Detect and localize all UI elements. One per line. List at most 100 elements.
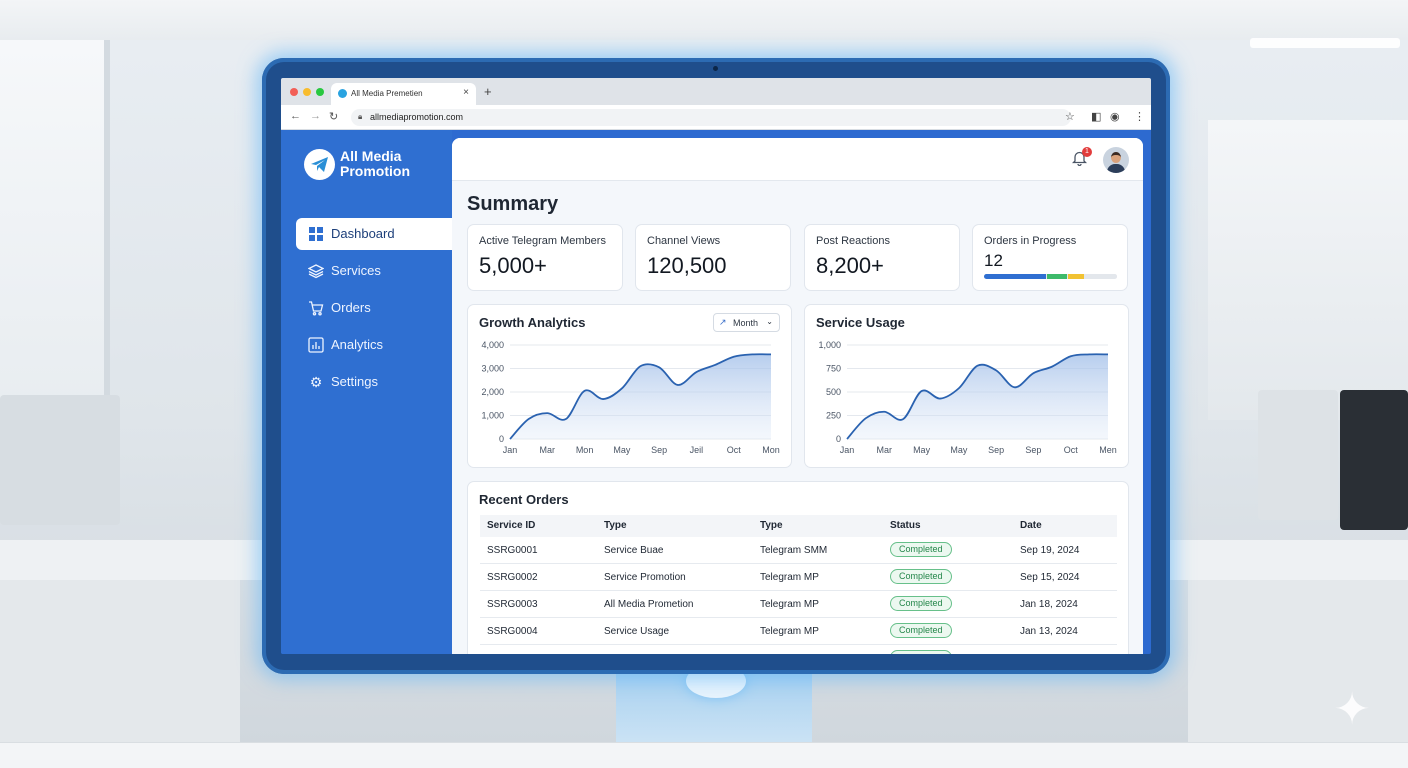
sidebar-item-settings[interactable]: ⚙ Settings [296,366,452,398]
browser-tab[interactable]: All Media Premetien × [331,83,476,105]
back-icon[interactable]: ← [290,110,301,122]
background-window [1208,120,1408,420]
background-cabinet [0,580,240,768]
notification-badge: 1 [1082,147,1092,157]
sidebar-item-dashboard[interactable]: Dashboard [296,218,452,250]
x-tick-label: Jan [503,445,518,455]
table-row[interactable]: SSRG0003 All Media Prometion Telegram MP… [480,591,1117,618]
chevron-down-icon: ⌄ [766,317,773,326]
recent-orders-card: Recent Orders Service ID Type Type Statu… [467,481,1129,654]
cell-type: Telegram MP [760,626,819,637]
series-area [847,354,1108,439]
status-badge-partial [890,650,952,654]
table-row-partial [480,645,1117,654]
sidebar-item-services[interactable]: Services [296,255,452,287]
sidebar-item-orders[interactable]: Orders [296,292,452,324]
y-tick-label: 4,000 [481,340,504,350]
series-line [509,353,772,440]
forward-icon[interactable]: → [310,110,321,122]
sparkle-icon: ✦ [1333,685,1371,734]
new-tab-icon[interactable]: + [484,84,492,99]
cell-type: All Media Prometion [604,599,694,610]
status-badge: Completed [890,569,952,584]
maximize-window-button[interactable] [316,88,324,96]
progress-segment [1046,274,1067,279]
more-menu-icon[interactable]: ⋮ [1134,111,1145,123]
stat-value: 12 [984,251,1003,270]
growth-analytics-card: Growth Analytics ↗ Month ⌄ 4,000 3,000 2,0… [467,304,792,468]
notification-bell-icon[interactable] [1071,150,1088,170]
tab-title: All Media Premetien [351,89,423,98]
avatar-body [1107,164,1125,173]
close-tab-icon[interactable]: × [463,87,469,98]
stat-label: Active Telegram Members [479,235,606,247]
profile-icon[interactable]: ◉ [1110,111,1120,123]
stat-label: Channel Views [647,235,721,247]
close-window-button[interactable] [290,88,298,96]
y-tick-label: 1,000 [818,340,841,350]
minimize-window-button[interactable] [303,88,311,96]
y-tick-label: 0 [836,434,841,444]
x-tick-label: May [613,445,631,455]
stat-value: 5,000+ [479,253,547,278]
stat-value: 120,500 [647,253,727,278]
x-tick-label: Oct [1064,445,1079,455]
table-row[interactable]: SSRG0004 Service Usage Telegram MP Compl… [480,618,1117,645]
browser-toolbar: ← → ↻ 🔒︎ allmediapromotion.com ☆ ◧ ◉ ⋮ [281,105,1151,130]
trend-icon: ↗ [719,317,727,327]
progress-segment [1085,274,1117,279]
stat-card-reactions: Post Reactions 8,200+ [804,224,960,291]
sidebar-toggle-icon[interactable]: ◧ [1091,111,1102,123]
sidebar-item-label: Settings [331,374,378,389]
table-row[interactable]: SSRG0002 Service Promotion Telegram MP C… [480,564,1117,591]
table-header: Service ID Type Type Status Date [480,515,1117,537]
orders-progress-bar [984,274,1117,279]
column-header: Type [604,520,627,531]
cell-type: Telegram MP [760,599,819,610]
avatar-head [1111,152,1121,163]
x-tick-label: Mon [762,445,780,455]
avatar[interactable] [1103,147,1129,173]
sidebar-item-label: Dashboard [331,226,395,241]
favicon-icon [338,89,347,98]
series-area [510,354,771,439]
y-tick-label: 250 [826,411,841,421]
y-tick-label: 3,000 [481,364,504,374]
x-tick-label: Men [1099,445,1117,455]
sidebar-item-analytics[interactable]: Analytics [296,329,452,361]
status-badge: Completed [890,542,952,557]
column-header: Service ID [487,520,536,531]
cell-type: Service Buae [604,545,664,556]
ceiling-light [1250,38,1400,48]
cell-type: Service Promotion [604,572,686,583]
x-tick-label: Sep [988,445,1004,455]
bar-chart-icon [308,337,324,353]
background-cabinet [1188,580,1408,768]
range-dropdown[interactable]: ↗ Month ⌄ [713,313,780,332]
cell-type: Telegram SMM [760,545,828,556]
brand-line-2: Promotion [340,163,410,179]
bookmark-star-icon[interactable]: ☆ [1065,111,1075,123]
x-tick-label: Mar [540,445,556,455]
x-tick-label: Mar [877,445,893,455]
y-tick-label: 500 [826,387,841,397]
background-desk [1158,540,1408,580]
y-tick-label: 750 [826,364,841,374]
y-tick-label: 1,000 [481,411,504,421]
sidebar: All Media Promotion Dashboard Services [281,130,452,654]
gear-icon: ⚙ [309,374,323,390]
cell-date: Sep 15, 2024 [1020,572,1080,583]
progress-segment [984,274,1046,279]
status-badge: Completed [890,596,952,611]
layers-icon [307,263,325,279]
background-monitor [1258,390,1338,520]
background-desk [0,540,270,580]
x-tick-label: Jeil [690,445,704,455]
sidebar-nav: Dashboard Services Orders [296,218,452,403]
address-bar[interactable]: 🔒︎ allmediapromotion.com [351,109,1071,126]
table-row[interactable]: SSRG0001 Service Buae Telegram SMM Compl… [480,537,1117,564]
stat-card-orders-progress: Orders in Progress 12 [972,224,1128,291]
column-header: Date [1020,520,1042,531]
reload-icon[interactable]: ↻ [329,111,339,123]
